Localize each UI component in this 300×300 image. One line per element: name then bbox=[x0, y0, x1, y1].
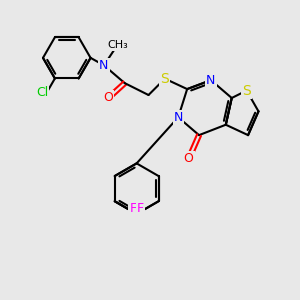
Text: Cl: Cl bbox=[36, 86, 48, 99]
Text: CH₃: CH₃ bbox=[108, 40, 129, 50]
Text: F: F bbox=[137, 202, 144, 215]
Text: O: O bbox=[103, 92, 113, 104]
Text: O: O bbox=[184, 152, 194, 165]
Text: N: N bbox=[206, 74, 216, 87]
Text: S: S bbox=[160, 72, 169, 86]
Text: N: N bbox=[173, 111, 183, 124]
Text: N: N bbox=[99, 59, 109, 72]
Text: F: F bbox=[129, 202, 137, 215]
Text: S: S bbox=[242, 84, 251, 98]
